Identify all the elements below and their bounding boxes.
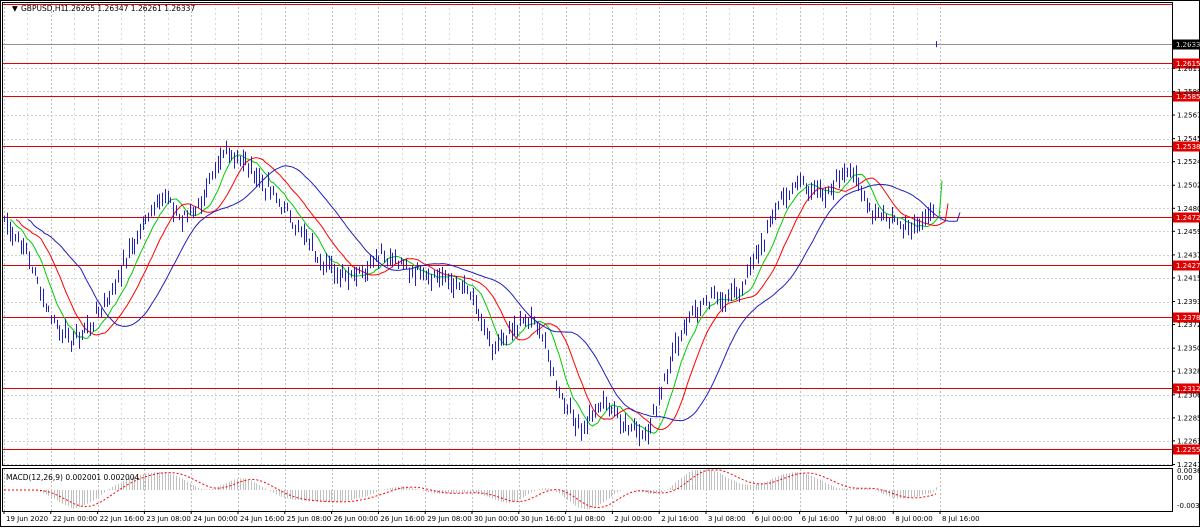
- level-tag-label: 1.22555: [1176, 446, 1200, 454]
- price-tick-label: 1.23500: [1177, 345, 1200, 353]
- level-tag: [1173, 141, 1200, 152]
- ma-mid-line: [15, 157, 949, 431]
- moving-averages: [9, 154, 961, 434]
- time-tick-label: 26 Jun 00:00: [334, 515, 378, 523]
- time-tick-label: 24 Jun 00:00: [193, 515, 237, 523]
- level-tag: [1173, 91, 1200, 102]
- time-tick-label: 24 Jun 16:00: [240, 515, 284, 523]
- time-tick-label: 2 Jul 00:00: [614, 515, 652, 523]
- price-tick-label: 1.26337: [1177, 41, 1200, 49]
- price-tick-label: 1.22415: [1177, 461, 1200, 469]
- main-pane-frame: [2, 2, 1173, 466]
- level-tag: [1173, 312, 1200, 323]
- macd-signal-line: [4, 469, 937, 509]
- price-series: [4, 41, 937, 447]
- ma-fast-line: [9, 154, 943, 434]
- macd-axis-label: -0.00320: [1177, 502, 1200, 510]
- time-axis: 19 Jun 2020 22 Jun 00:00 22 Jun 16:00 23 Ju…: [3, 511, 980, 523]
- time-tick-label: 22 Jun 16:00: [100, 515, 144, 523]
- macd-axis-label: 0.00: [1177, 474, 1193, 482]
- price-tick-label: 1.25020: [1177, 182, 1200, 190]
- price-tick-label: 1.23720: [1177, 321, 1200, 329]
- level-tag-label: 1.26157: [1176, 60, 1200, 68]
- level-tag-label: 1.24727: [1176, 214, 1200, 222]
- time-tick-label: 8 Jul 16:00: [942, 515, 980, 523]
- macd-axis-label: 0.003609: [1177, 467, 1200, 475]
- macd-label: MACD(12,26,9) 0.002001 0.002004: [6, 473, 140, 482]
- symbol-label: GBPUSD,H1: [21, 4, 66, 13]
- level-tag-label: 1.25854: [1176, 93, 1200, 101]
- time-tick-label: 6 Jul 00:00: [755, 515, 793, 523]
- time-tick-label: 25 Jun 08:00: [287, 515, 331, 523]
- time-tick-label: 3 Jul 08:00: [708, 515, 746, 523]
- time-tick-label: 8 Jul 00:00: [895, 515, 933, 523]
- time-tick-label: 29 Jun 08:00: [427, 515, 471, 523]
- time-tick-label: 2 Jul 16:00: [661, 515, 699, 523]
- level-tag: [1173, 383, 1200, 394]
- price-tick-label: 1.25895: [1177, 88, 1200, 96]
- price-axis: 1.26337 1.26110 1.25895 1.25675 1.25455 1.252…: [1172, 41, 1200, 469]
- price-tick-label: 1.23285: [1177, 368, 1200, 376]
- time-tick-label: 1 Jul 08:00: [568, 515, 606, 523]
- level-tag: [1173, 212, 1200, 223]
- price-tick-label: 1.22635: [1177, 437, 1200, 445]
- level-tag-label: 1.23124: [1176, 385, 1200, 393]
- level-lines: 1.26337 1.26157 1.25854 1.25382 1.24727 1.242…: [3, 4, 1200, 455]
- price-tick-label: 1.24155: [1177, 274, 1200, 282]
- level-tag-label: 1.23787: [1176, 314, 1200, 322]
- price-tick-label: 1.26110: [1177, 65, 1200, 73]
- price-tick-label: 1.23935: [1177, 298, 1200, 306]
- time-tick-label: 19 Jun 2020: [6, 515, 48, 523]
- macd-indicator: 0.0036090.00 -0.00320: [4, 467, 1200, 510]
- level-tag-label: 1.24275: [1176, 262, 1200, 270]
- time-tick-label: 22 Jun 00:00: [53, 515, 97, 523]
- time-tick-label: 6 Jul 16:00: [802, 515, 840, 523]
- price-tick-label: 1.24805: [1177, 205, 1200, 213]
- price-tick-label: 1.22850: [1177, 414, 1200, 422]
- level-tag-label: 1.25382: [1176, 143, 1200, 151]
- price-tick-label: 1.24370: [1177, 251, 1200, 259]
- current-price-tag: [1173, 39, 1200, 50]
- price-tick-label: 1.23065: [1177, 391, 1200, 399]
- level-tag: [1173, 260, 1200, 271]
- level-tag: [1173, 444, 1200, 455]
- dropdown-arrow-icon[interactable]: ▼: [12, 4, 18, 13]
- price-tick-label: 1.25240: [1177, 158, 1200, 166]
- time-tick-label: 30 Jun 00:00: [474, 515, 518, 523]
- price-tick-label: 1.25455: [1177, 135, 1200, 143]
- time-tick-label: 26 Jun 16:00: [380, 515, 424, 523]
- time-tick-label: 7 Jul 08:00: [848, 515, 886, 523]
- ohlc-readout: 1.26265 1.26347 1.26261 1.26337: [64, 4, 195, 13]
- level-tag: [1173, 58, 1200, 69]
- price-tick-label: 1.25675: [1177, 112, 1200, 120]
- current-price-tag-label: 1.26337: [1176, 41, 1200, 49]
- time-tick-label: 30 Jun 16:00: [521, 515, 565, 523]
- time-tick-label: 23 Jun 08:00: [146, 515, 190, 523]
- price-tick-label: 1.24590: [1177, 228, 1200, 236]
- ma-slow-line: [27, 165, 961, 422]
